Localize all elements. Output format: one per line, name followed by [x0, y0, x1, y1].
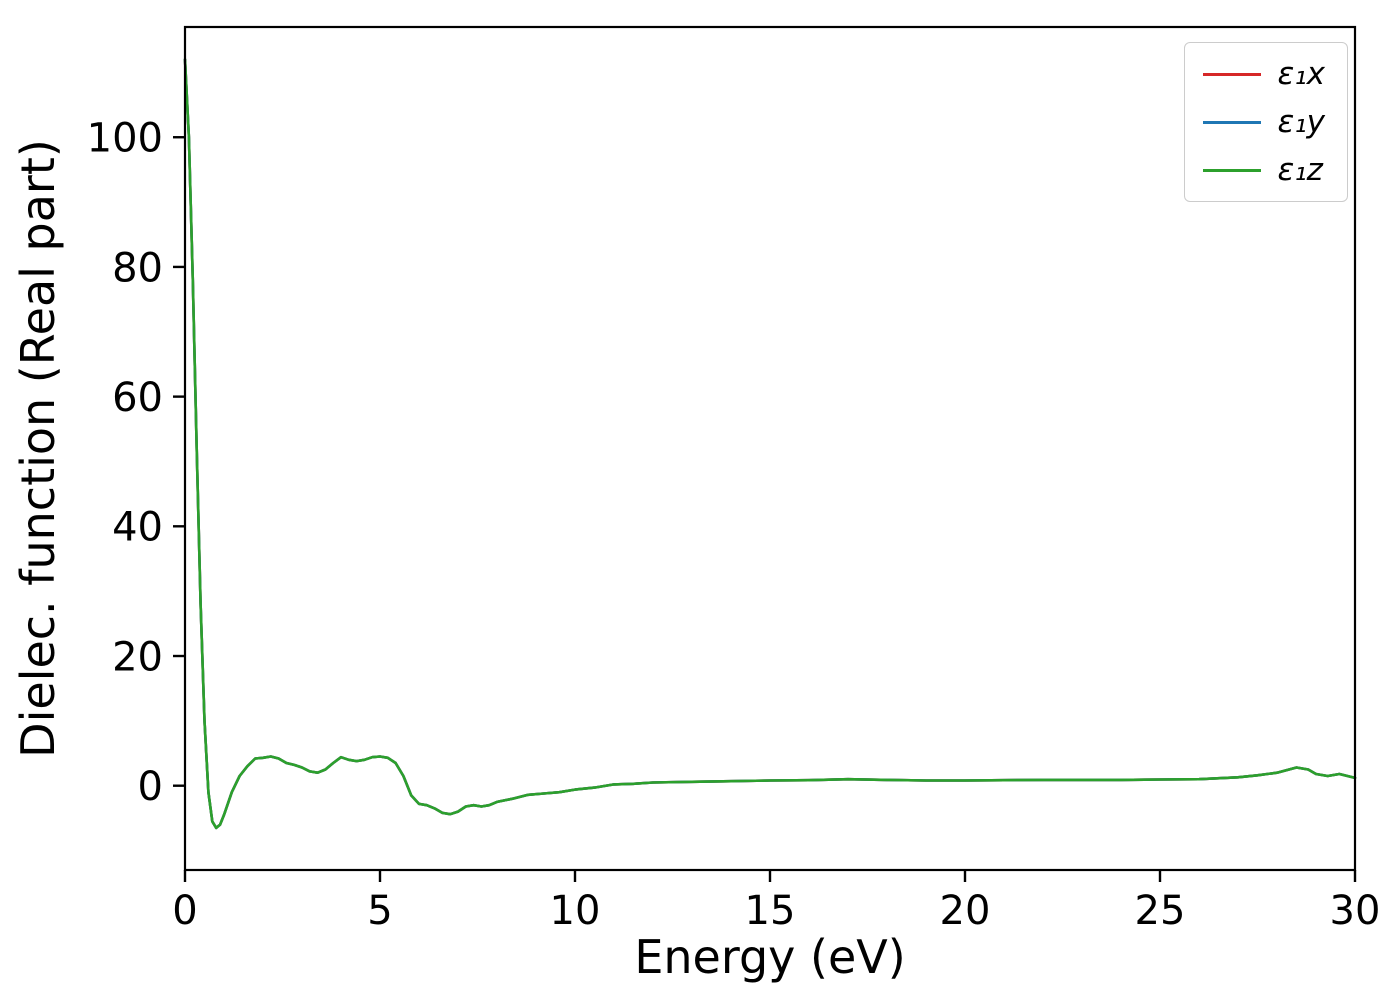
y-tick-label: 100	[87, 116, 163, 162]
y-axis-label: Dielec. function (Real part)	[11, 139, 65, 758]
x-tick-label: 15	[745, 888, 796, 934]
legend-entry: ε₁z	[1203, 153, 1325, 187]
legend-line-sample	[1203, 168, 1262, 172]
x-tick-label: 0	[172, 888, 197, 934]
legend-line-sample	[1203, 72, 1262, 76]
y-tick-label: 40	[112, 505, 163, 551]
y-tick-label: 60	[112, 375, 163, 421]
legend-label: ε₁z	[1277, 152, 1323, 189]
x-tick-label: 5	[367, 888, 392, 934]
y-tick-label: 0	[138, 764, 163, 810]
series-line-1	[183, 58, 1357, 830]
legend-line-sample	[1203, 120, 1262, 124]
series-line-2	[183, 58, 1357, 830]
axes-group: 0 5 10 15 20 25 30 0 20 40 60 80 100	[87, 25, 1381, 934]
series-group	[183, 58, 1357, 830]
plot-frame	[183, 25, 1357, 872]
x-axis-label: Energy (eV)	[634, 930, 906, 984]
x-tick-label: 30	[1330, 888, 1381, 934]
x-tick-label: 10	[550, 888, 601, 934]
x-tick-label: 25	[1135, 888, 1186, 934]
legend: ε₁x ε₁y ε₁z	[1184, 42, 1348, 203]
series-line-0	[183, 58, 1357, 830]
legend-label: ε₁y	[1277, 104, 1325, 141]
legend-label: ε₁x	[1277, 56, 1325, 92]
y-tick-label: 20	[112, 634, 163, 680]
legend-entry: ε₁x	[1203, 57, 1325, 91]
y-tick-label: 80	[112, 245, 163, 291]
x-tick-label: 20	[940, 888, 991, 934]
legend-entry: ε₁y	[1203, 105, 1325, 139]
